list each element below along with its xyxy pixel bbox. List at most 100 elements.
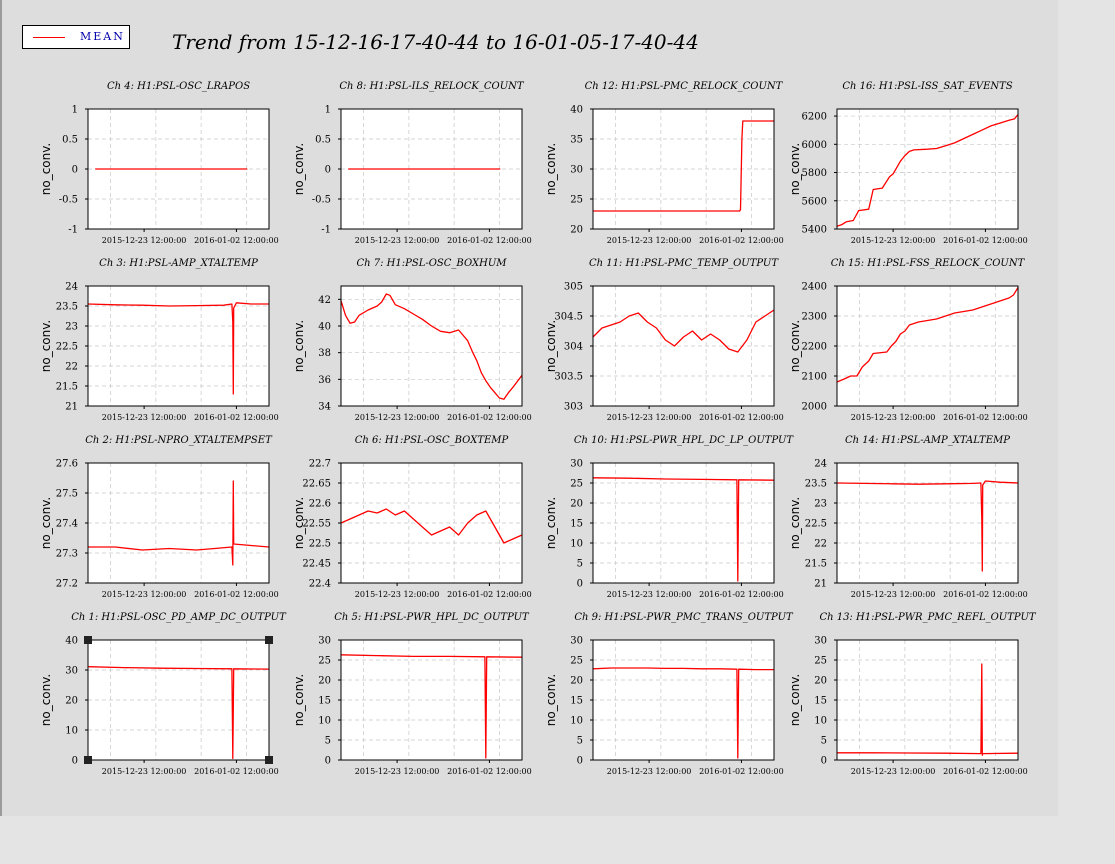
y-tick-label: 5 <box>821 736 827 747</box>
y-tick-label: 22.5 <box>309 539 331 550</box>
x-tick-label: 2015-12-23 12:00:00 <box>355 236 440 245</box>
y-axis-label: no_conv. <box>544 143 558 195</box>
y-tick-label: 0.5 <box>315 135 331 146</box>
y-tick-label: 25 <box>570 195 583 206</box>
y-tick-label: 2000 <box>802 402 827 413</box>
y-tick-label: 36 <box>318 375 331 386</box>
chart-panel: Ch 4: H1:PSL-OSC_LRAPOS 1 0.5 0 -0.5 -1 2015-1… <box>39 81 279 245</box>
x-tick-label: 2015-12-23 12:00:00 <box>355 413 440 422</box>
series-line <box>837 663 1019 756</box>
y-tick-label: 2100 <box>802 372 827 383</box>
plot-frame <box>87 462 270 584</box>
plot-area <box>837 640 1018 760</box>
y-tick-label: 22.45 <box>302 559 331 570</box>
y-tick-label: 24 <box>814 459 827 470</box>
chart-panel: Ch 12: H1:PSL-PMC_RELOCK_COUNT 40 35 30 25 20… <box>544 81 784 245</box>
x-tick-label: 2016-01-02 12:00:00 <box>194 767 279 776</box>
plot-area <box>341 463 522 583</box>
y-tick-label: 0 <box>577 579 583 590</box>
y-tick-label: 0 <box>577 756 583 767</box>
y-tick-label: 23 <box>65 322 78 333</box>
chart-panel: Ch 8: H1:PSL-ILS_RELOCK_COUNT 1 0.5 0 -0.5 -1… <box>292 81 532 245</box>
y-tick-label: 30 <box>318 636 331 647</box>
y-tick-label: 27.6 <box>56 459 78 470</box>
y-tick-label: 30 <box>65 666 78 677</box>
y-tick-label: 2200 <box>802 342 827 353</box>
chart-panel: Ch 13: H1:PSL-PWR_PMC_REFL_OUTPUT3025201… <box>788 612 1037 776</box>
y-tick-label: -0.5 <box>59 195 78 206</box>
y-tick-label: 20 <box>318 676 331 687</box>
x-tick-label: 2015-12-23 12:00:00 <box>607 767 692 776</box>
plot-area <box>593 286 774 406</box>
chart-title: Ch 3: H1:PSL-AMP_XTALTEMP <box>99 258 258 269</box>
y-tick-label: 23.5 <box>56 302 78 313</box>
chart-panel: Ch 1: H1:PSL-OSC_PD_AMP_DC_OUTPUT4030201… <box>39 612 287 776</box>
plot-frame <box>87 639 270 761</box>
y-axis-label: no_conv. <box>39 320 53 372</box>
y-tick-label: 20 <box>570 676 583 687</box>
selection-handle[interactable] <box>84 636 92 644</box>
y-tick-label: 27.5 <box>56 489 78 500</box>
x-tick-label: 2016-01-02 12:00:00 <box>943 236 1028 245</box>
plot-area <box>341 286 522 406</box>
plot-frame <box>592 462 775 584</box>
chart-title: Ch 16: H1:PSL-ISS_SAT_EVENTS <box>842 81 1013 92</box>
series-line <box>87 302 269 395</box>
y-axis-label: no_conv. <box>39 674 53 726</box>
selection-handle[interactable] <box>265 756 273 764</box>
y-tick-label: 10 <box>570 716 583 727</box>
plot-frame <box>340 639 523 761</box>
trend-canvas: MEAN Trend from 15-12-16-17-40-44 to 16-… <box>0 0 1037 816</box>
x-tick-label: 2016-01-02 12:00:00 <box>194 413 279 422</box>
series-line <box>836 114 1019 227</box>
y-axis-label: no_conv. <box>544 497 558 549</box>
legend-label: MEAN <box>80 30 125 43</box>
y-tick-label: 6200 <box>802 112 827 123</box>
series-line <box>592 309 775 353</box>
plot-frame <box>592 285 775 407</box>
plot-frame <box>592 639 775 761</box>
series-line <box>87 666 270 760</box>
y-tick-label: 304 <box>564 342 583 353</box>
y-tick-label: -0.5 <box>312 195 331 206</box>
page-title: Trend from 15-12-16-17-40-44 to 16-01-05… <box>172 30 699 54</box>
y-tick-label: 21 <box>814 579 827 590</box>
x-tick-label: 2016-01-02 12:00:00 <box>194 236 279 245</box>
plot-frame <box>340 462 523 584</box>
y-tick-label: 5 <box>577 736 583 747</box>
plot-area <box>88 286 269 406</box>
selection-handle[interactable] <box>84 756 92 764</box>
chart-panel: Ch 16: H1:PSL-ISS_SAT_EVENTS 6200 6000 5800… <box>788 81 1028 245</box>
y-tick-label: 22.5 <box>56 342 78 353</box>
y-tick-label: 22.7 <box>309 459 331 470</box>
x-tick-label: 2016-01-02 12:00:00 <box>943 413 1028 422</box>
selection-handle[interactable] <box>265 636 273 644</box>
x-tick-label: 2016-01-02 12:00:00 <box>699 590 784 599</box>
y-tick-label: 23.5 <box>805 479 827 490</box>
plot-area <box>593 640 774 760</box>
y-tick-label: 22.65 <box>302 479 331 490</box>
y-axis-label: no_conv. <box>788 320 802 372</box>
chart-panel: Ch 15: H1:PSL-FSS_RELOCK_COUNT 2400 2300 22… <box>788 258 1028 422</box>
chart-panel: Ch 3: H1:PSL-AMP_XTALTEMP 24 23.5 23 22.5 22 2… <box>39 258 279 422</box>
y-tick-label: 10 <box>65 726 78 737</box>
series-line <box>593 120 774 212</box>
y-tick-label: 30 <box>570 165 583 176</box>
y-tick-label: 30 <box>570 459 583 470</box>
chart-title: Ch 5: H1:PSL-PWR_HPL_DC_OUTPUT <box>334 612 530 623</box>
y-tick-label: 0 <box>325 165 331 176</box>
plot-frame <box>836 108 1019 230</box>
y-tick-label: 2300 <box>802 312 827 323</box>
y-tick-label: 20 <box>570 225 583 236</box>
y-tick-label: 25 <box>570 479 583 490</box>
y-axis-label: no_conv. <box>544 674 558 726</box>
y-axis-label: no_conv. <box>544 320 558 372</box>
chart-title: Ch 2: H1:PSL-NPRO_XTALTEMPSET <box>85 435 273 446</box>
series-line <box>836 287 1019 383</box>
y-tick-label: 0 <box>72 756 78 767</box>
y-tick-label: 10 <box>318 716 331 727</box>
y-tick-label: 5800 <box>802 168 827 179</box>
plot-frame <box>592 108 775 230</box>
x-tick-label: 2015-12-23 12:00:00 <box>355 767 440 776</box>
y-axis-label: no_conv. <box>292 320 306 372</box>
